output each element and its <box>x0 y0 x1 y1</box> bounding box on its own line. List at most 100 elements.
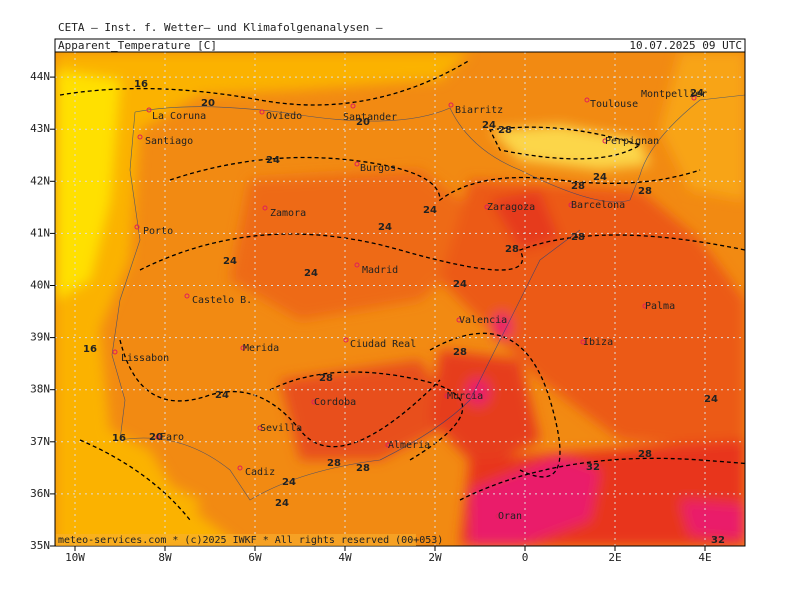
city-label: Oviedo <box>266 111 302 122</box>
contour-label: 28 <box>638 449 652 460</box>
lon-tick-label: 8W <box>158 551 172 564</box>
lat-tick-label: 41N <box>30 226 50 239</box>
city-label: Zaragoza <box>487 202 535 213</box>
city-label: Santander <box>343 112 397 123</box>
contour-label: 20 <box>201 98 215 109</box>
contours <box>59 59 745 521</box>
lat-tick-label: 38N <box>30 383 50 396</box>
city-dot <box>568 202 574 208</box>
city-dot <box>385 442 391 448</box>
footer: meteo-services.com * (c)2025 IWKF * All … <box>58 535 443 546</box>
contour-label: 24 <box>275 498 289 509</box>
city-label: Montpellier <box>641 89 707 100</box>
lon-tick-label: 10W <box>65 551 85 564</box>
contour-label: 28 <box>319 373 333 384</box>
lat-tick-label: 42N <box>30 174 50 187</box>
city-dot <box>262 205 268 211</box>
city-dot <box>354 262 360 268</box>
city-dot <box>350 103 356 109</box>
contour-label: 28 <box>571 181 585 192</box>
contour-label: 24 <box>223 256 237 267</box>
contour-label: 24 <box>482 120 496 131</box>
contour-label: 24 <box>453 279 467 290</box>
city-label: Ibiza <box>583 337 613 348</box>
city-dot <box>257 425 263 431</box>
city-label: Valencia <box>459 315 507 326</box>
city-label: Santiago <box>145 136 193 147</box>
city-dot <box>184 293 190 299</box>
footer-bg <box>56 534 416 546</box>
city-label: Toulouse <box>590 99 638 110</box>
city-dot <box>240 345 246 351</box>
contour-label: 28 <box>505 244 519 255</box>
city-dot <box>642 303 648 309</box>
contour-label: 24 <box>423 205 437 216</box>
contour-label: 24 <box>593 172 607 183</box>
city-dot <box>354 161 360 167</box>
lon-tick-label: 4W <box>338 551 352 564</box>
contour-label: 20 <box>149 432 163 443</box>
city-label: Ciudad Real <box>350 339 416 350</box>
map-title: Apparent_Temperature [C] <box>58 39 217 52</box>
contour-label: 24 <box>378 222 392 233</box>
contour-label: 24 <box>282 477 296 488</box>
institute: CETA — Inst. f. Wetter— und Klimafolgena… <box>58 21 383 34</box>
contour-label: 16 <box>112 433 126 444</box>
city-dot <box>311 399 317 405</box>
city-label: Murcia <box>447 391 483 402</box>
city-dot <box>448 102 454 108</box>
lon-tick-label: 0 <box>522 551 529 564</box>
city-dot <box>691 95 697 101</box>
city-dot <box>112 349 118 355</box>
city-label: Cadiz <box>245 467 275 478</box>
city-label: Burgos <box>360 163 396 174</box>
lat-tick-label: 36N <box>30 487 50 500</box>
contour-label: 28 <box>453 347 467 358</box>
lon-tick-label: 2W <box>428 551 442 564</box>
city-dot <box>495 513 501 519</box>
city-label: Faro <box>160 432 184 443</box>
city-dot <box>584 97 590 103</box>
city-label: La Coruna <box>152 111 206 122</box>
city-dot <box>602 138 608 144</box>
lon-tick-label: 4E <box>698 551 711 564</box>
city-label: Oran <box>498 511 522 522</box>
lat-tick-label: 43N <box>30 122 50 135</box>
contour-label: 28 <box>638 186 652 197</box>
contour-label: 24 <box>690 88 704 99</box>
city-dot <box>134 224 140 230</box>
lat-tick-label: 37N <box>30 435 50 448</box>
city-label: Perpignan <box>605 136 659 147</box>
lon-tick-label: 6W <box>248 551 262 564</box>
city-label: Cordoba <box>314 397 356 408</box>
city-label: Madrid <box>362 265 398 276</box>
contour-label: 28 <box>356 463 370 474</box>
city-dot <box>456 317 462 323</box>
contour-label: 16 <box>83 344 97 355</box>
contour-label: 28 <box>498 125 512 136</box>
contour-label: 20 <box>356 117 370 128</box>
contour-label: 24 <box>266 155 280 166</box>
city-dot <box>155 434 161 440</box>
city-label: Biarritz <box>455 105 503 116</box>
field <box>55 52 745 546</box>
city-dot <box>146 107 152 113</box>
city-label: Castelo B. <box>192 295 252 306</box>
lon-tick-label: 2E <box>608 551 621 564</box>
lat-tick-label: 39N <box>30 331 50 344</box>
lat-tick-label: 44N <box>30 70 50 83</box>
contour-label: 32 <box>586 462 600 473</box>
city-dot <box>137 134 143 140</box>
city-dot <box>444 393 450 399</box>
city-dot <box>237 465 243 471</box>
city-label: Merida <box>243 343 279 354</box>
city-dot <box>484 204 490 210</box>
city-label: Barcelona <box>571 200 625 211</box>
city-dot <box>259 109 265 115</box>
lat-tick-label: 35N <box>30 539 50 552</box>
contour-label: 24 <box>215 390 229 401</box>
city-label: Lissabon <box>121 353 169 364</box>
city-dot <box>580 339 586 345</box>
lat-tick-label: 40N <box>30 279 50 292</box>
